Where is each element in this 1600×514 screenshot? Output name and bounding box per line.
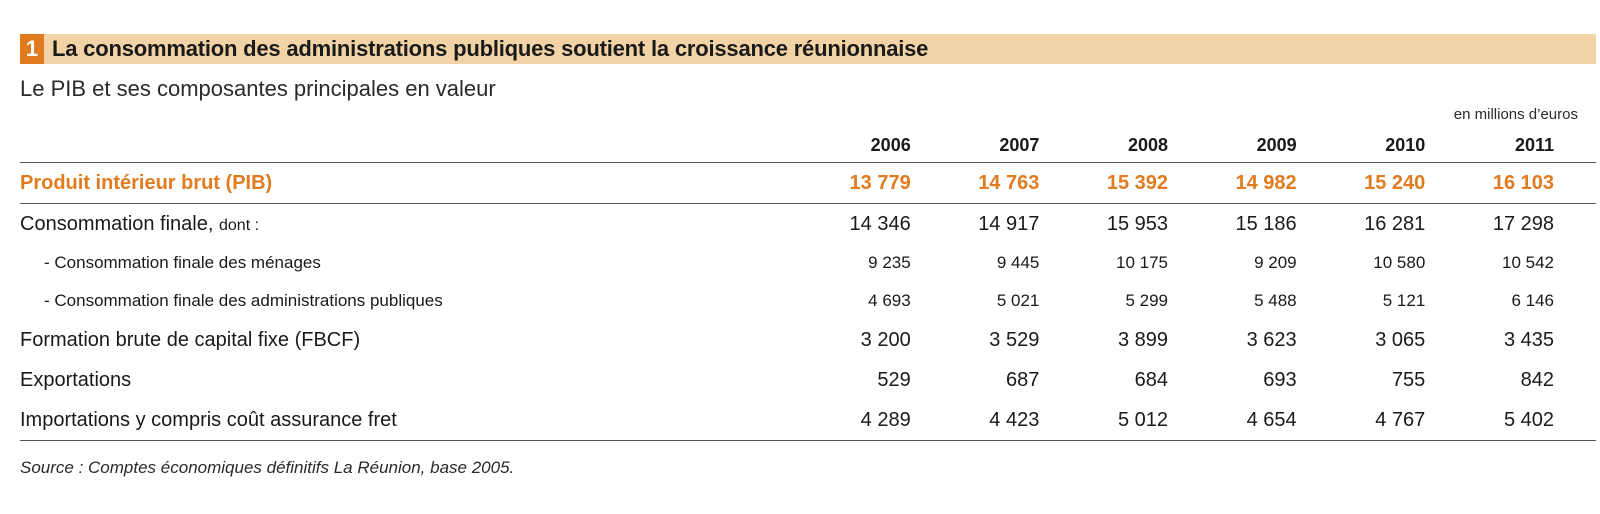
table-row-fbcf: Formation brute de capital fixe (FBCF) 3… <box>20 320 1596 360</box>
row-label: Consommation finale, dont : <box>20 204 824 245</box>
row-label: - Consommation finale des ménages <box>44 253 321 272</box>
cell-value: 4 289 <box>824 400 953 441</box>
cell-value: 13 779 <box>824 162 953 204</box>
cell-value: 16 103 <box>1467 162 1596 204</box>
year-header: 2007 <box>952 128 1082 163</box>
year-header: 2010 <box>1338 128 1468 163</box>
cell-value: 5 121 <box>1382 291 1426 310</box>
year-header: 2008 <box>1081 128 1210 163</box>
cell-value: 5 021 <box>996 291 1040 310</box>
cell-value: 3 529 <box>989 328 1040 351</box>
source-note: Source : Comptes économiques définitifs … <box>20 458 515 477</box>
cell-value: 4 767 <box>1338 400 1468 441</box>
cell-value: 9 235 <box>868 253 911 272</box>
cell-value: 9 209 <box>1254 253 1297 272</box>
cell-value: 6 146 <box>1511 291 1554 310</box>
header-row: 2006 2007 2008 2009 2010 2011 <box>20 128 1596 163</box>
figure-subtitle: Le PIB et ses composantes principales en… <box>20 76 496 101</box>
gdp-table: 2006 2007 2008 2009 2010 2011 Produit in… <box>20 128 1596 441</box>
figure-title: La consommation des administrations publ… <box>52 36 929 61</box>
cell-value: 684 <box>1134 368 1168 391</box>
cell-value: 687 <box>1005 368 1040 391</box>
row-label-main: Consommation finale, <box>20 212 214 235</box>
cell-value: 14 982 <box>1210 162 1339 204</box>
table-row-apu: - Consommation finale des administration… <box>20 282 1596 320</box>
year-header: 2011 <box>1467 128 1596 163</box>
cell-value: 3 623 <box>1246 328 1297 351</box>
cell-value: 10 175 <box>1116 253 1168 272</box>
row-label: Formation brute de capital fixe (FBCF) <box>20 328 361 351</box>
cell-value: 16 281 <box>1364 212 1426 235</box>
cell-value: 9 445 <box>996 253 1040 272</box>
year-header: 2009 <box>1210 128 1339 163</box>
title-bar: 1 La consommation des administrations pu… <box>20 34 1596 64</box>
table-row-exportations: Exportations 529 687 684 693 755 842 <box>20 360 1596 400</box>
cell-value: 3 065 <box>1375 328 1426 351</box>
cell-value: 15 240 <box>1338 162 1468 204</box>
unit-note: en millions d’euros <box>1453 106 1578 123</box>
cell-value: 5 402 <box>1467 400 1596 441</box>
cell-value: 3 899 <box>1117 328 1168 351</box>
cell-value: 4 654 <box>1210 400 1339 441</box>
figure-number: 1 <box>20 34 44 64</box>
cell-value: 14 763 <box>952 162 1082 204</box>
cell-value: 10 542 <box>1502 253 1554 272</box>
cell-value: 5 299 <box>1125 291 1168 310</box>
row-label-suffix: dont : <box>219 216 260 234</box>
row-label: Importations y compris coût assurance fr… <box>20 400 825 441</box>
cell-value: 529 <box>877 368 911 391</box>
year-header: 2006 <box>824 128 953 163</box>
cell-value: 15 186 <box>1235 212 1297 235</box>
table-row-menages: - Consommation finale des ménages 9 235 … <box>20 244 1596 282</box>
header-label-cell <box>20 128 825 163</box>
row-label: Produit intérieur brut (PIB) <box>20 162 825 204</box>
cell-value: 4 693 <box>868 291 911 310</box>
cell-value: 4 423 <box>952 400 1082 441</box>
cell-value: 5 012 <box>1081 400 1210 441</box>
row-label: - Consommation finale des administration… <box>44 291 443 310</box>
cell-value: 3 200 <box>860 328 911 351</box>
cell-value: 693 <box>1263 368 1297 391</box>
table-row-consommation: Consommation finale, dont : 14 346 14 91… <box>20 204 1596 245</box>
cell-value: 14 346 <box>849 212 911 235</box>
cell-value: 5 488 <box>1254 291 1297 310</box>
cell-value: 3 435 <box>1503 328 1554 351</box>
cell-value: 10 580 <box>1373 253 1426 272</box>
cell-value: 842 <box>1520 368 1554 391</box>
cell-value: 15 953 <box>1106 212 1168 235</box>
cell-value: 755 <box>1391 368 1426 391</box>
cell-value: 15 392 <box>1081 162 1210 204</box>
table-row-importations: Importations y compris coût assurance fr… <box>20 400 1596 441</box>
cell-value: 14 917 <box>978 212 1040 235</box>
cell-value: 17 298 <box>1492 212 1554 235</box>
table-row-pib: Produit intérieur brut (PIB) 13 779 14 7… <box>20 162 1596 204</box>
row-label: Exportations <box>20 368 132 391</box>
